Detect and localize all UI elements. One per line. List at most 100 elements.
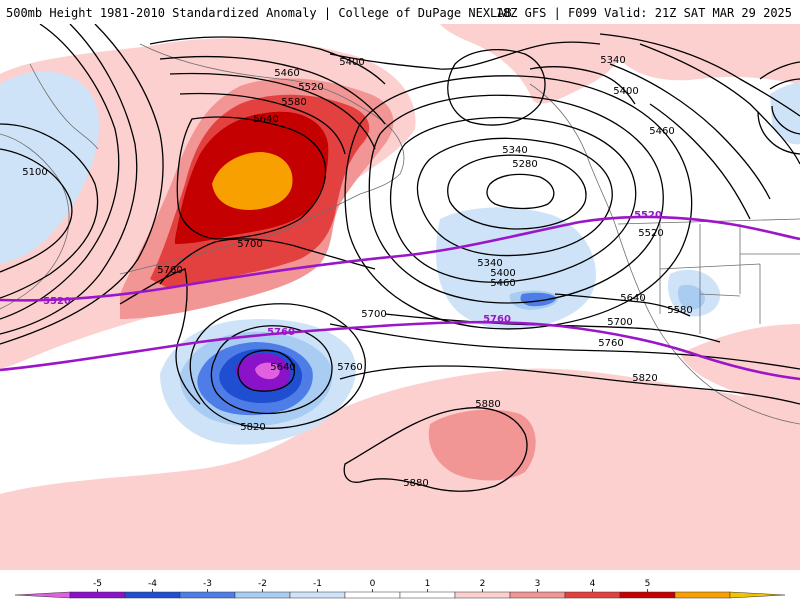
colorbar-tick-label: 2 [480,579,486,589]
colorbar-bin [234,591,291,599]
colorbar-bin [289,591,346,599]
contour-5760-east [329,323,800,370]
colorbar-tick-label: 4 [590,579,596,589]
colorbar-bin [619,591,676,599]
contour-5580-low [344,75,693,330]
coastline-bc [529,83,616,225]
coastline-asia [0,133,70,310]
height-contour-label: 5280 [512,159,537,170]
contour-5640 [176,116,327,240]
height-contour-label: 5400 [490,268,515,279]
contour-5700-north [159,238,376,285]
contour-5400 [149,36,386,85]
colorbar-bin [69,591,126,599]
header-bar: 500mb Height 1981-2010 Standardized Anom… [0,0,800,24]
height-contour-label: 5340 [477,258,502,269]
height-contour-label: 5820 [632,373,657,384]
height-contour-label: 5100 [22,167,47,178]
height-contour-label: 5640 [270,362,295,373]
highlight-contour-label: 5520 [634,210,662,221]
anomaly-negative-2-east [677,284,705,310]
contour-5520-ne [649,103,751,220]
colorbar-tick-label: -2 [258,579,267,589]
colorbar-bins [14,591,786,599]
height-contour-label: 5760 [337,362,362,373]
height-contour-label: 5340 [600,55,625,66]
height-contour-label: 5580 [667,305,692,316]
height-contour-label: 5700 [237,239,262,250]
height-contour-label: 5460 [274,68,299,79]
contour-5400-ne [639,43,800,165]
anomaly-positive-1-east [680,324,800,424]
contour-5400-high [529,66,636,105]
height-labels: 5400546055205580564051005700576053405280… [22,55,692,489]
anomaly-colorbar: -5 -4 -3 -2 -1 0 1 2 3 4 5 [14,579,786,599]
colorbar-bin [14,591,71,599]
highlight-contour-5520 [0,215,800,302]
colorbar-bin [729,591,786,599]
anomaly-shading [0,24,800,570]
highlight-contour-label: 5520 [43,296,71,307]
height-contour-label: 5700 [361,309,386,320]
contour-5400-north [329,41,601,70]
contour-5340-low [447,154,587,230]
height-contour-label: 5760 [598,338,623,349]
height-contour-label: 5340 [502,145,527,156]
contour-5460-ne [609,63,771,200]
coastline-alaska-peninsula [239,193,361,243]
highlight-labels: 5520 5760 5760 5520 [43,210,662,338]
colorbar-bin [344,591,401,599]
colorbar-ticks: -5 -4 -3 -2 -1 0 1 2 3 4 5 [93,579,650,592]
contour-5760-low-west [189,303,366,429]
contour-5520 [169,72,376,150]
contour-5400-low [416,137,613,257]
colorbar-bin [674,591,731,599]
contour-5100 [0,148,73,273]
coastline-kamchatka [29,63,99,150]
colorbar-bin [399,591,456,599]
colorbar-tick-label: 1 [425,579,431,589]
anomaly-negative-6-low [255,362,280,380]
contour-5280-low [486,173,555,210]
contour-5520-low [368,94,664,304]
height-contour-label: 5400 [339,57,364,68]
anomaly-negative-1-northeast [770,82,800,145]
colorbar-bin [124,591,181,599]
contour-5280 [0,24,138,335]
product-title: 500mb Height 1981-2010 Standardized Anom… [6,6,512,20]
height-contour-label: 5520 [638,228,663,239]
contour-5880-south [343,407,528,492]
colorbar-bin [454,591,511,599]
colorbar-tick-label: -5 [93,579,102,589]
contour-5460 [159,55,386,125]
height-contour-label: 5460 [490,278,515,289]
colorbar-tick-label: 5 [645,579,651,589]
height-contour-label: 5640 [253,114,278,125]
anomaly-negative-1-west [0,71,99,264]
contour-5340 [0,24,164,345]
contour-5460-low [389,116,637,283]
height-contour-label: 5640 [620,293,645,304]
coastline-alaska [139,43,405,195]
anomaly-positive-1-south [0,368,800,570]
contour-5220 [0,24,120,320]
colorbar-bin [179,591,236,599]
anomaly-positive-5-west [212,152,293,210]
colorbar-tick-label: -4 [148,579,157,589]
height-contour-label: 5460 [649,126,674,137]
highlight-contour-5760 [0,320,800,381]
height-contour-label: 5880 [403,478,428,489]
highlight-contour-label: 5760 [483,314,511,325]
height-contour-label: 5580 [281,97,306,108]
height-contour-label: 5760 [157,265,182,276]
contour-5640-east [554,293,691,317]
height-contour-label: 5880 [475,399,500,410]
coastline-westcoast [614,223,800,425]
contour-5160 [0,123,99,299]
contour-5760-north [119,268,201,405]
colorbar-bin [509,591,566,599]
contour-5700-low-west [210,325,333,415]
contour-5340-ne [599,33,800,117]
height-contour-label: 5820 [240,422,265,433]
